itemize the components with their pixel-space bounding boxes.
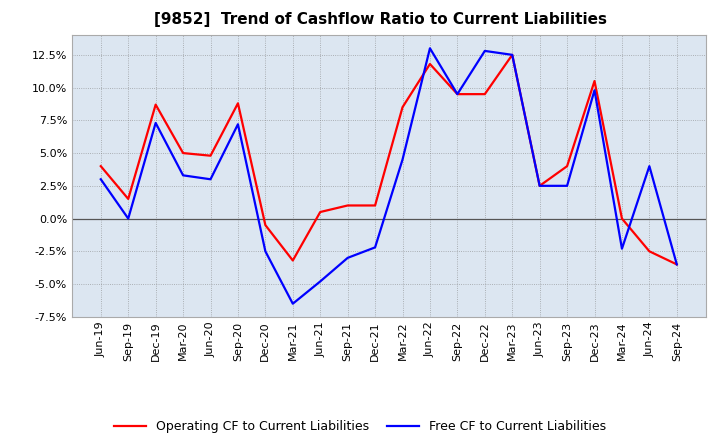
Line: Free CF to Current Liabilities: Free CF to Current Liabilities [101, 48, 677, 304]
Operating CF to Current Liabilities [343, 203, 352, 208]
Operating CF to Current Liabilities [618, 216, 626, 221]
Legend: Operating CF to Current Liabilities, Free CF to Current Liabilities: Operating CF to Current Liabilities, Fre… [109, 415, 611, 438]
Free CF to Current Liabilities [96, 176, 105, 182]
Line: Operating CF to Current Liabilities: Operating CF to Current Liabilities [101, 55, 677, 264]
Free CF to Current Liabilities [289, 301, 297, 306]
Free CF to Current Liabilities [563, 183, 572, 188]
Free CF to Current Liabilities [316, 279, 325, 284]
Free CF to Current Liabilities [508, 52, 516, 58]
Operating CF to Current Liabilities [398, 105, 407, 110]
Operating CF to Current Liabilities [536, 183, 544, 188]
Operating CF to Current Liabilities [563, 164, 572, 169]
Text: [9852]  Trend of Cashflow Ratio to Current Liabilities: [9852] Trend of Cashflow Ratio to Curren… [154, 12, 608, 27]
Free CF to Current Liabilities [426, 46, 434, 51]
Operating CF to Current Liabilities [645, 249, 654, 254]
Operating CF to Current Liabilities [316, 209, 325, 215]
Operating CF to Current Liabilities [371, 203, 379, 208]
Operating CF to Current Liabilities [124, 196, 132, 202]
Free CF to Current Liabilities [343, 255, 352, 260]
Free CF to Current Liabilities [645, 164, 654, 169]
Free CF to Current Liabilities [124, 216, 132, 221]
Free CF to Current Liabilities [590, 88, 599, 93]
Free CF to Current Liabilities [261, 249, 270, 254]
Free CF to Current Liabilities [151, 120, 160, 125]
Free CF to Current Liabilities [618, 246, 626, 251]
Free CF to Current Liabilities [672, 262, 681, 267]
Operating CF to Current Liabilities [206, 153, 215, 158]
Operating CF to Current Liabilities [289, 258, 297, 263]
Operating CF to Current Liabilities [179, 150, 187, 156]
Operating CF to Current Liabilities [233, 101, 242, 106]
Free CF to Current Liabilities [398, 157, 407, 162]
Free CF to Current Liabilities [233, 121, 242, 127]
Free CF to Current Liabilities [371, 245, 379, 250]
Free CF to Current Liabilities [536, 183, 544, 188]
Operating CF to Current Liabilities [672, 262, 681, 267]
Free CF to Current Liabilities [453, 92, 462, 97]
Operating CF to Current Liabilities [261, 223, 270, 228]
Operating CF to Current Liabilities [453, 92, 462, 97]
Operating CF to Current Liabilities [96, 164, 105, 169]
Operating CF to Current Liabilities [426, 61, 434, 66]
Free CF to Current Liabilities [206, 176, 215, 182]
Free CF to Current Liabilities [480, 48, 489, 54]
Operating CF to Current Liabilities [590, 78, 599, 84]
Operating CF to Current Liabilities [480, 92, 489, 97]
Operating CF to Current Liabilities [508, 52, 516, 58]
Operating CF to Current Liabilities [151, 102, 160, 107]
Free CF to Current Liabilities [179, 173, 187, 178]
